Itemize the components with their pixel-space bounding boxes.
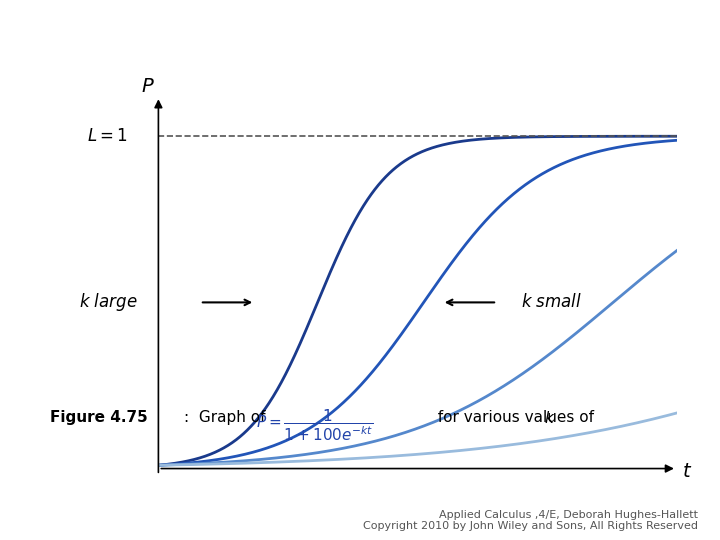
Text: Figure 4.75: Figure 4.75 <box>50 410 148 426</box>
Text: $t$: $t$ <box>682 462 692 481</box>
Text: $P$: $P$ <box>141 77 155 96</box>
Text: $P = \dfrac{1}{1 + 100e^{-kt}}$: $P = \dfrac{1}{1 + 100e^{-kt}}$ <box>256 408 373 443</box>
Text: :  Graph of: : Graph of <box>184 410 270 426</box>
Text: $k$ large: $k$ large <box>79 292 138 313</box>
Text: for various values of: for various values of <box>428 410 599 426</box>
Text: $L = 1$: $L = 1$ <box>86 127 127 145</box>
Text: $k$: $k$ <box>544 410 555 427</box>
Text: Applied Calculus ,4/E, Deborah Hughes-Hallett: Applied Calculus ,4/E, Deborah Hughes-Ha… <box>439 510 698 521</box>
Text: Copyright 2010 by John Wiley and Sons, All Rights Reserved: Copyright 2010 by John Wiley and Sons, A… <box>364 521 698 531</box>
Text: $k$ small: $k$ small <box>521 293 582 312</box>
